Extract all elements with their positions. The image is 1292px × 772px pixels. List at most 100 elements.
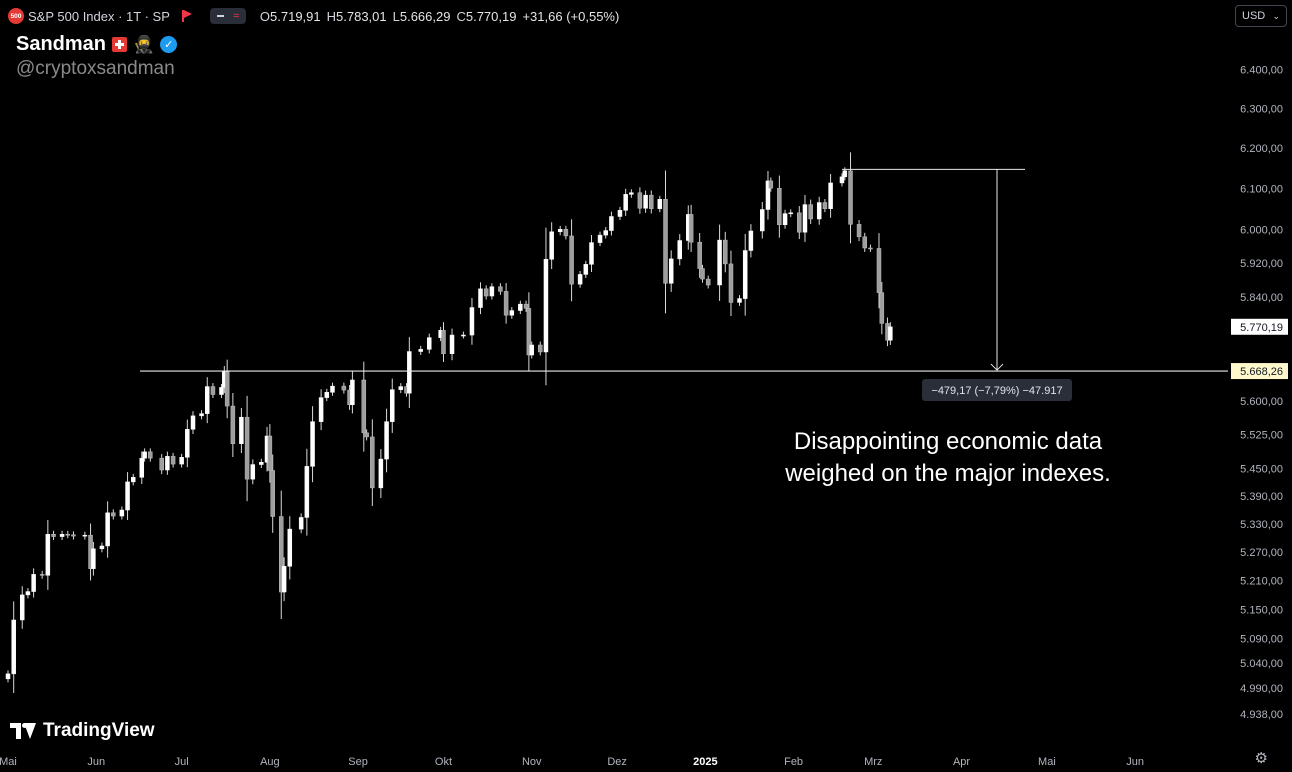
candle-body — [879, 292, 885, 324]
candle — [287, 516, 293, 580]
candle-body — [390, 389, 395, 422]
candle-body — [526, 308, 532, 356]
flag-icon[interactable] — [181, 10, 192, 22]
candle-body — [324, 392, 330, 398]
x-tick-label: Nov — [522, 756, 542, 768]
candle — [139, 451, 145, 485]
candle — [148, 448, 153, 462]
candle-body — [888, 326, 893, 341]
candle — [199, 410, 204, 420]
candle — [668, 250, 674, 292]
candle-body — [717, 239, 722, 286]
candle-body — [427, 337, 432, 350]
candle — [427, 333, 432, 354]
candle — [5, 670, 11, 683]
candle-body — [705, 278, 711, 286]
x-tick-label: Jul — [175, 756, 189, 768]
time-axis: Mai Jun Jul Aug Sep Okt Nov Dez 2025 Feb Mrz Apr Mai… — [0, 756, 1144, 768]
candle-body — [489, 286, 495, 297]
y-tick-label: 5.150,00 — [1240, 604, 1283, 616]
symbol-logo-icon[interactable]: 500 — [8, 8, 24, 24]
candle-body — [597, 234, 603, 243]
candle — [111, 509, 116, 520]
tradingview-logo[interactable]: TradingView — [10, 720, 155, 742]
candle — [304, 448, 310, 536]
candle — [364, 429, 369, 441]
candle-body — [557, 229, 563, 233]
candle — [563, 225, 569, 240]
candle — [797, 206, 802, 240]
candle — [82, 531, 88, 540]
annotation-line-2: weighed on the major indexes. — [785, 460, 1111, 487]
candle — [281, 557, 287, 602]
candle-body — [230, 405, 236, 444]
candle-body — [677, 240, 682, 260]
candle-body — [737, 298, 742, 303]
candle-body — [563, 229, 569, 237]
candle — [589, 235, 594, 272]
candle-body — [250, 464, 256, 480]
verified-badge-icon: ✓ — [160, 36, 178, 53]
candle — [876, 233, 882, 309]
close-key: C — [456, 8, 466, 24]
symbol-title[interactable]: S&P 500 Index · 1T · SP — [28, 8, 170, 24]
gear-icon[interactable]: ⚙ — [1254, 750, 1268, 767]
candle-body — [19, 594, 25, 621]
candle — [51, 530, 56, 541]
x-tick-label: Okt — [435, 756, 452, 768]
candle — [617, 206, 623, 220]
candle — [185, 419, 190, 468]
ohlc-values: O5.719,91 H5.783,01 L5.666,29 C5.770,19 … — [260, 9, 619, 24]
candle — [788, 209, 793, 218]
legend-bar: 500 S&P 500 Index · 1T · SP ≈ O5.719,91 … — [0, 0, 1225, 32]
x-tick-label: Mai — [0, 756, 17, 768]
chevron-down-icon: ⌄ — [1272, 10, 1280, 21]
candle — [244, 395, 250, 502]
candle-body — [808, 204, 813, 220]
candle — [179, 453, 184, 468]
candle — [398, 383, 404, 394]
candle — [378, 449, 384, 499]
x-tick-label: Mai — [1038, 756, 1056, 768]
candle — [119, 506, 125, 520]
minus-icon — [216, 15, 224, 17]
candle-body — [25, 591, 31, 596]
candle-body — [868, 247, 873, 250]
candle-body — [828, 182, 833, 209]
y-tick-label: 5.600,00 — [1240, 396, 1283, 408]
low-value: 5.666,29 — [399, 8, 451, 24]
candle-body — [39, 574, 45, 576]
candle — [159, 454, 164, 475]
candle-body — [509, 310, 515, 316]
y-tick-label: 5.210,00 — [1240, 576, 1283, 588]
measure-arrow-head — [990, 363, 1004, 371]
candle-body — [697, 241, 702, 269]
candle — [418, 345, 423, 356]
candle-body — [609, 216, 614, 231]
last-price-label-bg — [1231, 318, 1288, 335]
currency-select[interactable]: USD ⌄ — [1235, 5, 1287, 27]
candle-body — [51, 533, 56, 537]
candle — [643, 190, 648, 213]
candle-body — [111, 512, 116, 517]
candle — [503, 283, 509, 324]
candle-body — [498, 286, 503, 292]
candle — [278, 490, 284, 620]
change-value: +31,66 (+0,55%) — [522, 8, 620, 24]
support-price-label-bg — [1231, 363, 1288, 380]
candle — [250, 459, 256, 485]
drawing-overlays: −479,17 (−7,79%) −47.917 5.770,19 5.668,26 — [140, 168, 1288, 402]
candle — [390, 378, 395, 433]
visibility-toggle[interactable]: ≈ — [209, 8, 246, 24]
candle — [341, 382, 347, 394]
candle — [603, 227, 608, 239]
candle-body — [179, 457, 184, 465]
candle — [478, 282, 483, 315]
y-tick-label: 5.920,00 — [1240, 258, 1283, 270]
candle — [105, 501, 110, 558]
candle — [765, 170, 771, 220]
candle-body — [71, 534, 76, 537]
candle-body — [543, 259, 549, 353]
candle — [65, 530, 71, 539]
